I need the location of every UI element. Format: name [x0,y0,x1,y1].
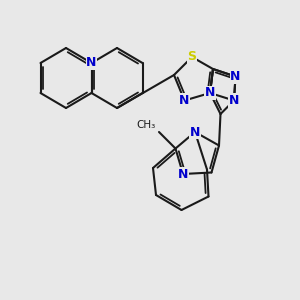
Text: N: N [205,86,215,100]
Text: CH₃: CH₃ [136,120,155,130]
Text: N: N [190,125,200,139]
Text: N: N [178,167,188,181]
Text: S: S [188,50,196,64]
Text: N: N [86,56,97,70]
Text: N: N [230,70,241,83]
Text: N: N [179,94,190,107]
Text: N: N [229,94,239,107]
